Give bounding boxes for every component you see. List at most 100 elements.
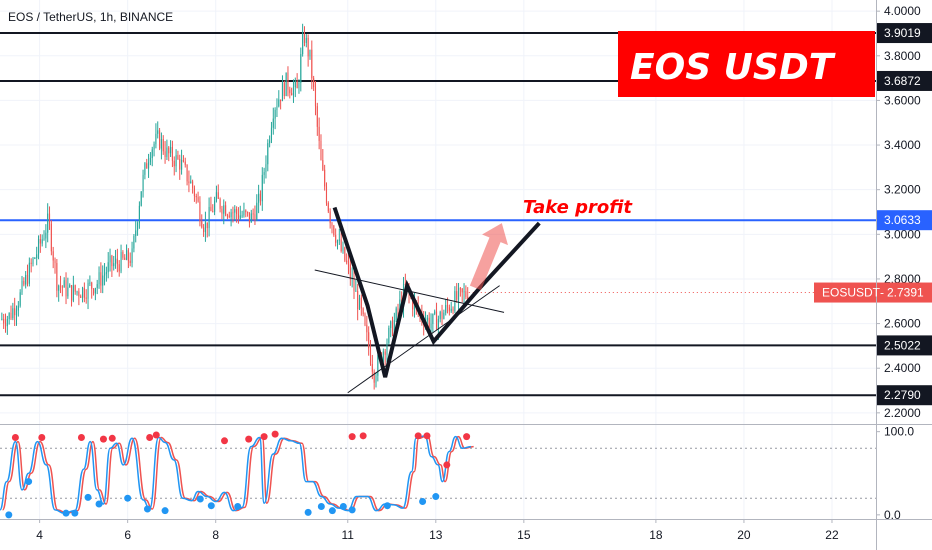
candle-body xyxy=(320,140,322,161)
candle-body xyxy=(338,239,340,241)
stoch-low-marker xyxy=(383,502,391,510)
candle-body xyxy=(45,232,47,239)
candle-body xyxy=(291,93,293,96)
candle-body xyxy=(263,172,265,175)
candle-body xyxy=(272,118,274,128)
chart-drawings xyxy=(314,206,541,394)
title-banner-text: EOS USDT xyxy=(630,47,836,88)
stoch-high-marker xyxy=(443,461,451,469)
candle-body xyxy=(193,188,195,197)
candle-body xyxy=(259,193,262,202)
candle-body xyxy=(111,255,113,267)
price-axis-label: 3.8000 xyxy=(884,49,921,63)
stoch-low-marker xyxy=(419,498,427,506)
candle-body xyxy=(4,323,7,327)
oscillator-axis[interactable]: 100.0 0.0 xyxy=(876,425,914,522)
candle-body xyxy=(72,285,74,301)
candle-body xyxy=(456,291,458,300)
candle-body xyxy=(313,78,315,88)
symbol-legend[interactable]: EOS / TetherUS, 1h, BINANCE xyxy=(8,10,173,24)
candle-body xyxy=(225,205,227,216)
stoch-high-marker xyxy=(221,437,229,445)
stoch-high-marker xyxy=(108,434,116,442)
candle-body xyxy=(236,209,238,214)
candle-body xyxy=(377,355,379,376)
candle-body xyxy=(160,139,162,149)
price-axis[interactable]: 4.0000 3.8000 3.6000 3.4000 3.2000 3.0000 2.80… xyxy=(876,4,921,420)
candle-body xyxy=(281,82,284,102)
candle-body xyxy=(59,285,62,287)
candle-body xyxy=(239,215,241,219)
stoch-high-marker xyxy=(463,433,471,441)
price-level-tag xyxy=(877,23,932,44)
candle-body xyxy=(283,82,285,96)
candle-body xyxy=(237,213,239,219)
candle-body xyxy=(135,230,137,237)
price-axis-label: 3.2000 xyxy=(884,183,921,197)
candle-body xyxy=(113,263,115,267)
candle-body xyxy=(78,291,80,297)
candle-body xyxy=(76,291,78,293)
candle-body xyxy=(386,343,388,355)
candle-body xyxy=(452,308,454,312)
candle-body xyxy=(39,239,41,244)
candle-body xyxy=(258,193,260,203)
stoch-low-marker xyxy=(317,503,325,511)
candle-body xyxy=(54,260,56,264)
candle-body xyxy=(195,196,197,198)
time-axis-label: 22 xyxy=(825,528,839,542)
candle-body xyxy=(430,323,432,329)
candle-body xyxy=(441,311,443,319)
stoch-low-marker xyxy=(196,495,204,503)
candle-body xyxy=(412,297,414,310)
time-axis-label: 4 xyxy=(36,528,43,542)
candle-body xyxy=(98,272,100,285)
candle-body xyxy=(131,248,133,263)
title-banner-bg xyxy=(618,31,875,97)
candle-body xyxy=(250,213,252,223)
candle-body xyxy=(269,140,271,144)
time-axis-label: 11 xyxy=(342,528,355,542)
candle-body xyxy=(373,371,375,383)
candle-body xyxy=(364,314,366,325)
candle-body xyxy=(105,272,107,274)
time-axis[interactable]: 4 6 8 11 13 15 18 20 22 xyxy=(36,519,839,542)
candle-body xyxy=(309,49,311,57)
stoch-low-marker xyxy=(348,506,356,514)
candle-body xyxy=(10,313,12,319)
time-axis-label: 13 xyxy=(429,528,443,542)
candle-body xyxy=(210,206,212,212)
candle-body xyxy=(439,311,441,319)
stoch-high-marker xyxy=(271,430,279,438)
candle-body xyxy=(368,332,370,349)
price-level-tag-label: 3.0633 xyxy=(884,213,921,227)
candle-body xyxy=(369,348,372,365)
candle-body xyxy=(21,280,23,293)
stochastic-rsi-pane[interactable] xyxy=(0,430,474,519)
candle-body xyxy=(459,288,461,290)
candle-body xyxy=(435,311,438,330)
candle-body xyxy=(197,197,199,202)
candle-body xyxy=(61,286,63,288)
candle-body xyxy=(289,89,291,94)
price-level-tag-label: 2.2790 xyxy=(884,388,921,402)
candle-body xyxy=(366,324,368,333)
candle-body xyxy=(223,205,225,214)
candlestick-series[interactable] xyxy=(1,23,469,390)
candle-body xyxy=(118,264,120,272)
candle-body xyxy=(146,163,148,169)
candle-body xyxy=(142,174,144,192)
candle-body xyxy=(457,288,460,300)
candle-body xyxy=(247,212,249,214)
stoch-low-marker xyxy=(95,500,103,508)
candle-body xyxy=(127,250,129,261)
take-profit-label: Take profit xyxy=(523,197,633,218)
candle-body xyxy=(432,313,434,324)
stoch-high-marker xyxy=(146,433,154,441)
candle-body xyxy=(175,155,177,167)
current-price-symbol: EOSUSDT xyxy=(822,286,881,300)
candle-body xyxy=(43,238,45,240)
candle-body xyxy=(404,284,406,286)
candle-body xyxy=(346,260,348,263)
stoch-high-marker xyxy=(11,433,19,441)
